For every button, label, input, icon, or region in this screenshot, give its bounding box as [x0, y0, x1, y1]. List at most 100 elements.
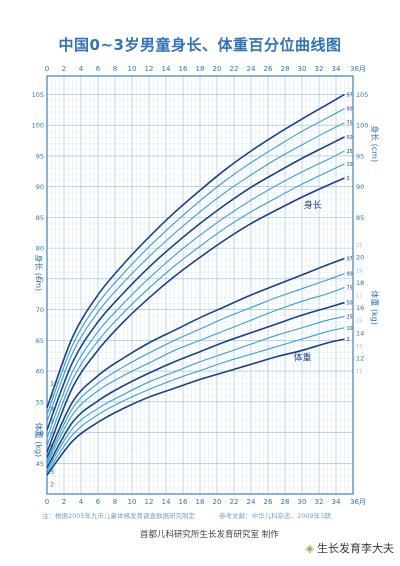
- y-axis-label-left-height: 身长 (cm): [34, 254, 44, 291]
- x-tick-label-top: 24: [247, 65, 256, 73]
- x-tick-label-top: 0: [45, 65, 49, 73]
- x-tick-label-top: 28: [281, 65, 290, 73]
- x-tick-label-bottom: 28: [281, 498, 290, 506]
- x-tick-label-bottom: 18: [196, 498, 205, 506]
- height-curve-p25: [46, 150, 345, 439]
- x-tick-label-top: 16: [179, 65, 188, 73]
- y-tick-label-right-weight: 20: [356, 254, 364, 262]
- weight-percentile-label: 10: [347, 326, 353, 332]
- x-tick-label-top: 8: [113, 65, 117, 73]
- height-curve-p50: [46, 136, 345, 431]
- y-tick-label-left: 100: [32, 122, 44, 130]
- x-tick-label-bottom: 32: [315, 498, 324, 506]
- x-tick-label-top: 26: [264, 65, 273, 73]
- weight-curve-p75: [46, 286, 345, 465]
- y-tick-label-left: 85: [36, 214, 44, 222]
- source-note: 注：根据2005年九市儿童体格发育调查数据研究制定 参考文献：中华儿科杂志，20…: [42, 510, 331, 520]
- x-tick-label-bottom: 24: [247, 498, 256, 506]
- y-tick-label-left: 75: [36, 275, 44, 283]
- weight-percentile-label: 25: [347, 314, 353, 320]
- watermark-text: 生长发育李大夫: [317, 542, 394, 555]
- y-tick-label-right-weight: 16: [356, 304, 364, 312]
- height-curve-p10: [46, 163, 345, 446]
- x-tick-label-bottom: 36月: [350, 498, 366, 506]
- y-tick-label-left-weight: 8: [50, 405, 54, 413]
- x-tick-label-bottom: 34: [332, 498, 341, 506]
- y-tick-label-right: 85: [356, 214, 364, 222]
- y-tick-label-right-weight-minor: 13: [356, 344, 362, 350]
- weight-percentile-label: 50: [347, 301, 353, 307]
- weight-curve-p25: [46, 315, 345, 471]
- x-tick-label-top: 4: [79, 65, 84, 73]
- weight-percentile-label: 97: [347, 256, 353, 262]
- weight-curve-p3: [46, 338, 345, 476]
- y-tick-label-right: 90: [356, 183, 364, 191]
- y-tick-label-left-weight: 6: [50, 430, 54, 438]
- y-tick-label-left: 50: [36, 429, 44, 437]
- x-tick-label-bottom: 6: [96, 498, 101, 506]
- y-tick-label-right: 95: [356, 152, 364, 160]
- weight-curve-p50: [46, 301, 345, 469]
- x-tick-label-bottom: 4: [79, 498, 84, 506]
- x-tick-label-bottom: 22: [230, 498, 239, 506]
- x-tick-label-top: 30: [298, 65, 307, 73]
- percentile-curves: [46, 93, 345, 476]
- y-tick-label-left: 95: [36, 152, 44, 160]
- y-tick-label-left: 90: [36, 183, 44, 191]
- y-tick-label-left-weight: 9: [50, 392, 54, 400]
- x-tick-label-top: 34: [332, 65, 341, 73]
- weight-curve-p10: [46, 327, 345, 473]
- x-tick-label-top: 2: [62, 65, 66, 73]
- x-tick-label-bottom: 8: [113, 498, 117, 506]
- chat-bubble-icon: ◈: [305, 542, 314, 555]
- y-tick-label-left: 105: [32, 91, 44, 99]
- watermark: ◈ 生长发育李大夫: [306, 540, 394, 556]
- x-tick-label-top: 14: [162, 65, 171, 73]
- weight-percentile-label: 90: [347, 272, 353, 278]
- x-tick-label-bottom: 26: [264, 498, 273, 506]
- x-tick-label-bottom: 0: [45, 498, 49, 506]
- y-axis-label-right-height: 身长 (cm): [370, 125, 380, 162]
- height-curve-p75: [46, 122, 345, 422]
- weight-percentile-label: 3: [347, 337, 350, 343]
- y-tick-label-right-weight-minor: 11: [356, 369, 362, 375]
- height-percentile-label: 25: [347, 149, 353, 155]
- x-tick-label-top: 32: [315, 65, 324, 73]
- height-percentile-label: 75: [347, 121, 353, 127]
- height-percentile-label: 90: [347, 107, 353, 113]
- x-tick-label-top: 22: [230, 65, 239, 73]
- grid: [46, 75, 354, 495]
- y-tick-label-right-weight: 14: [356, 329, 364, 337]
- y-tick-label-right: 105: [356, 91, 368, 99]
- height-percentile-label: 97: [347, 92, 353, 98]
- weight-curve-p90: [46, 273, 345, 462]
- x-tick-label-top: 10: [128, 65, 137, 73]
- y-axis-label-right-weight: 体重 (kg): [370, 290, 380, 325]
- y-tick-label-right-weight: 18: [356, 279, 364, 287]
- y-tick-label-right-weight-minor: 19: [356, 268, 362, 274]
- x-tick-label-bottom: 30: [298, 498, 307, 506]
- reference-note-text: 参考文献：中华儿科杂志，2009年3期: [219, 512, 331, 520]
- x-tick-label-bottom: 12: [145, 498, 154, 506]
- y-tick-label-left: 60: [36, 368, 44, 376]
- height-percentile-label: 10: [347, 162, 353, 168]
- chart-title: 中国0~3岁男童身长、体重百分位曲线图: [58, 36, 342, 54]
- y-tick-label-left-weight: 3: [50, 468, 54, 476]
- y-tick-label-left: 70: [36, 306, 44, 314]
- x-tick-label-top: 6: [96, 65, 101, 73]
- height-curve-p90: [46, 108, 345, 415]
- height-curve-p97: [46, 93, 345, 409]
- y-tick-label-left-weight: 2: [50, 481, 54, 489]
- x-tick-label-bottom: 20: [213, 498, 222, 506]
- x-tick-label-top: 20: [213, 65, 222, 73]
- x-tick-label-top: 18: [196, 65, 205, 73]
- weight-percentile-label: 75: [347, 285, 353, 291]
- y-tick-label-right-weight-minor: 17: [356, 294, 362, 300]
- y-tick-label-left-weight: 7: [50, 418, 54, 426]
- height-percentile-label: 3: [347, 176, 350, 182]
- y-tick-label-left: 80: [36, 245, 44, 253]
- y-tick-label-right-weight-minor: 21: [356, 243, 362, 249]
- weight-group-label: 体重: [294, 352, 312, 364]
- x-tick-label-bottom: 16: [179, 498, 188, 506]
